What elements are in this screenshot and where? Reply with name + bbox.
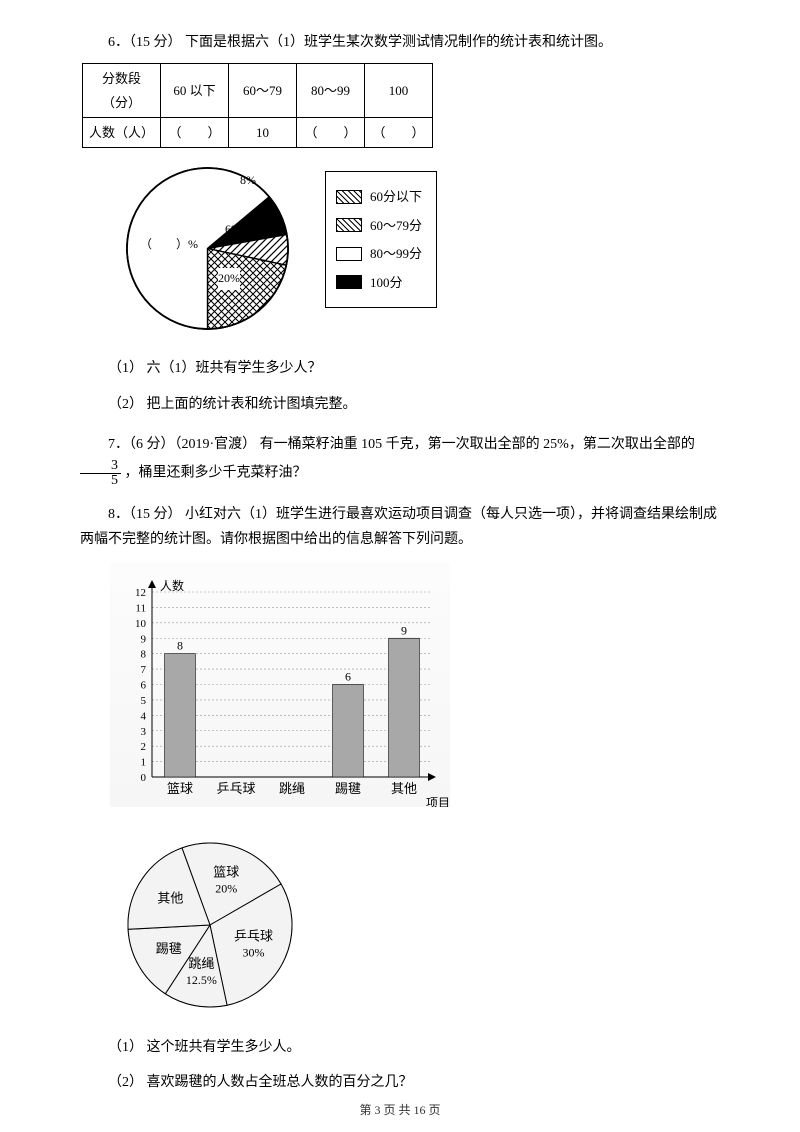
cell: 100 [365, 64, 433, 118]
cell: 80～99 [297, 64, 365, 118]
svg-text:篮球: 篮球 [167, 781, 193, 796]
table-row: 人数（人） （ ） 10 （ ） （ ） [83, 117, 433, 147]
cell: 60～79 [229, 64, 297, 118]
q8-sub1: （1） 这个班共有学生多少人。 [80, 1035, 720, 1060]
svg-text:其他: 其他 [157, 891, 183, 906]
svg-text:12.5%: 12.5% [186, 973, 217, 987]
svg-text:踢毽: 踢毽 [335, 781, 361, 796]
q6-score-table: 分数段（分） 60 以下 60～79 80～99 100 人数（人） （ ） 1… [82, 63, 433, 148]
q8-sub2: （2） 喜欢踢毽的人数占全班总人数的百分之几？ [80, 1070, 720, 1095]
svg-text:20%: 20% [215, 881, 237, 895]
cell: 10 [229, 117, 297, 147]
svg-text:11: 11 [135, 603, 146, 615]
cell: 人数（人） [83, 117, 161, 147]
frac-den: 5 [80, 474, 121, 488]
svg-text:0: 0 [141, 772, 147, 784]
svg-text:篮球: 篮球 [213, 864, 239, 879]
q6-sub2: （2） 把上面的统计表和统计图填完整。 [80, 392, 720, 417]
table-row: 分数段（分） 60 以下 60～79 80～99 100 [83, 64, 433, 118]
legend-swatch-diag [336, 190, 362, 204]
legend-label: 60分以下 [370, 185, 422, 208]
legend-swatch-cross [336, 218, 362, 232]
legend-item: 60分以下 [336, 185, 422, 208]
q7-text-b: ，桶里还剩多少千克菜籽油？ [125, 465, 307, 480]
svg-text:2: 2 [141, 741, 147, 753]
svg-text:其他: 其他 [391, 781, 417, 796]
legend-item: 60～79分 [336, 214, 422, 237]
legend-swatch-black [336, 275, 362, 289]
svg-text:8: 8 [177, 639, 183, 653]
q6-legend: 60分以下 60～79分 80～99分 100分 [325, 171, 437, 308]
q8-pie-chart: 篮球 20% 乒乓球 30% 跳绳 12.5% 踢毽 其他 [110, 825, 310, 1025]
q8-header: 8．（15 分） 小红对六（1）班学生进行最喜欢运动项目调查（每人只选一项），并… [80, 502, 720, 552]
svg-text:乒乓球: 乒乓球 [234, 928, 273, 943]
svg-text:7: 7 [141, 664, 147, 676]
legend-label: 60～79分 [370, 214, 422, 237]
q8-bar-chart: 0123456789101112人数项目8篮球乒乓球跳绳6踢毽9其他 [110, 562, 450, 807]
q7-text-a: 7．（6 分）（2019·官渡） 有一桶菜籽油重 105 千克，第一次取出全部的… [108, 437, 695, 452]
svg-text:9: 9 [401, 623, 407, 637]
legend-label: 80～99分 [370, 242, 422, 265]
svg-text:跳绳: 跳绳 [188, 956, 214, 971]
q6-header: 6．（15 分） 下面是根据六（1）班学生某次数学测试情况制作的统计表和统计图。 [80, 30, 720, 55]
cell: （ ） [365, 117, 433, 147]
svg-text:8: 8 [141, 649, 147, 661]
svg-text:6: 6 [141, 680, 147, 692]
pie-label-blank: （ ）% [140, 234, 198, 256]
svg-text:乒乓球: 乒乓球 [216, 781, 255, 796]
svg-text:4: 4 [141, 710, 147, 722]
legend-item: 100分 [336, 271, 422, 294]
legend-label: 100分 [370, 271, 403, 294]
pie-label-20: 20% [218, 268, 240, 290]
pie-label-8: 8% [240, 170, 256, 192]
cell: 60 以下 [161, 64, 229, 118]
svg-text:3: 3 [141, 726, 147, 738]
svg-text:6: 6 [345, 670, 351, 684]
svg-text:项目: 项目 [426, 796, 450, 807]
q6-pie-chart: 8% 6% 20% （ ）% 60分以下 60～79分 80～99分 100分 [110, 156, 470, 346]
svg-text:1: 1 [141, 757, 147, 769]
svg-text:人数: 人数 [160, 578, 184, 593]
svg-text:10: 10 [135, 618, 147, 630]
page-footer: 第 3 页 共 16 页 [0, 1101, 800, 1118]
svg-text:12: 12 [135, 587, 146, 599]
frac-num: 3 [80, 459, 121, 474]
cell: 分数段（分） [83, 64, 161, 118]
legend-swatch-white [336, 247, 362, 261]
cell: （ ） [161, 117, 229, 147]
svg-text:5: 5 [141, 695, 147, 707]
fraction-icon: 3 5 [80, 459, 121, 488]
legend-item: 80～99分 [336, 242, 422, 265]
q7: 7．（6 分）（2019·官渡） 有一桶菜籽油重 105 千克，第一次取出全部的… [80, 431, 720, 488]
svg-text:9: 9 [141, 633, 147, 645]
q6-sub1: （1） 六（1）班共有学生多少人？ [80, 356, 720, 381]
svg-text:30%: 30% [242, 945, 264, 959]
svg-text:跳绳: 跳绳 [279, 781, 305, 796]
cell: （ ） [297, 117, 365, 147]
pie-label-6: 6% [225, 219, 241, 241]
svg-text:踢毽: 踢毽 [156, 941, 182, 956]
